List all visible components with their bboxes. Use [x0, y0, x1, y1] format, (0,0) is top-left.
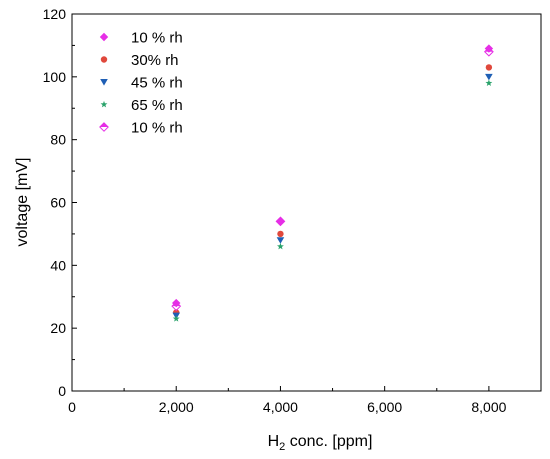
data-point-outline [483, 46, 494, 57]
data-point [485, 79, 493, 87]
plot-frame [71, 13, 542, 392]
legend-label: 10 % rh [131, 30, 183, 47]
data-point-top-half [276, 217, 285, 222]
data-point [277, 242, 284, 250]
y-tick-label: 60 [50, 195, 66, 211]
legend-marker [99, 32, 109, 42]
data-point [277, 230, 284, 238]
legend-marker [100, 79, 108, 86]
x-tick-label: 6,000 [367, 399, 402, 415]
data-point [171, 301, 182, 312]
legend-label: 10 % rh [131, 120, 183, 137]
x-axis: 0 2,000 4,000 6,000 8,000 [68, 386, 507, 415]
data-point-outline [275, 216, 286, 227]
y-tick-label: 100 [43, 69, 67, 85]
data-point-top-half [172, 301, 181, 307]
data-point [172, 315, 180, 322]
legend-marker [99, 122, 109, 132]
legend-marker-outline [99, 122, 109, 132]
y-tick-label: 80 [50, 132, 66, 148]
data-point [485, 64, 493, 71]
y-tick-label: 0 [58, 383, 66, 399]
y-axis-title: voltage [mV] [14, 158, 31, 247]
x-axis-title-main: H [268, 433, 280, 450]
y-tick-label: 120 [43, 6, 67, 22]
legend-label: 30% rh [131, 52, 179, 69]
data-point [275, 216, 286, 227]
y-tick-label: 20 [50, 320, 66, 336]
data-point [483, 46, 494, 57]
x-tick-label: 0 [68, 399, 76, 415]
x-axis-title-subscript: 2 [279, 441, 285, 453]
data-point-outline [171, 301, 182, 312]
data-points [171, 44, 494, 322]
legend-label: 65 % rh [131, 97, 183, 114]
x-tick-label: 8,000 [471, 399, 506, 415]
x-axis-title: H2 conc. [ppm] [268, 433, 373, 453]
legend-label: 45 % rh [131, 75, 183, 92]
data-point [485, 73, 493, 81]
x-tick-label: 4,000 [263, 399, 298, 415]
legend: 10 % rh 30% rh 45 % rh 65 % rh 10 % rh [99, 30, 183, 137]
data-point-top-half [484, 47, 494, 52]
x-axis-title-rest: conc. [ppm] [285, 433, 372, 450]
y-tick-label: 40 [50, 257, 66, 273]
data-point [276, 237, 285, 244]
legend-marker-top-half [99, 122, 109, 127]
legend-marker [100, 100, 108, 108]
legend-marker [100, 56, 108, 63]
x-tick-label: 2,000 [159, 399, 194, 415]
y-axis: 0 20 40 60 80 100 120 [43, 6, 77, 399]
